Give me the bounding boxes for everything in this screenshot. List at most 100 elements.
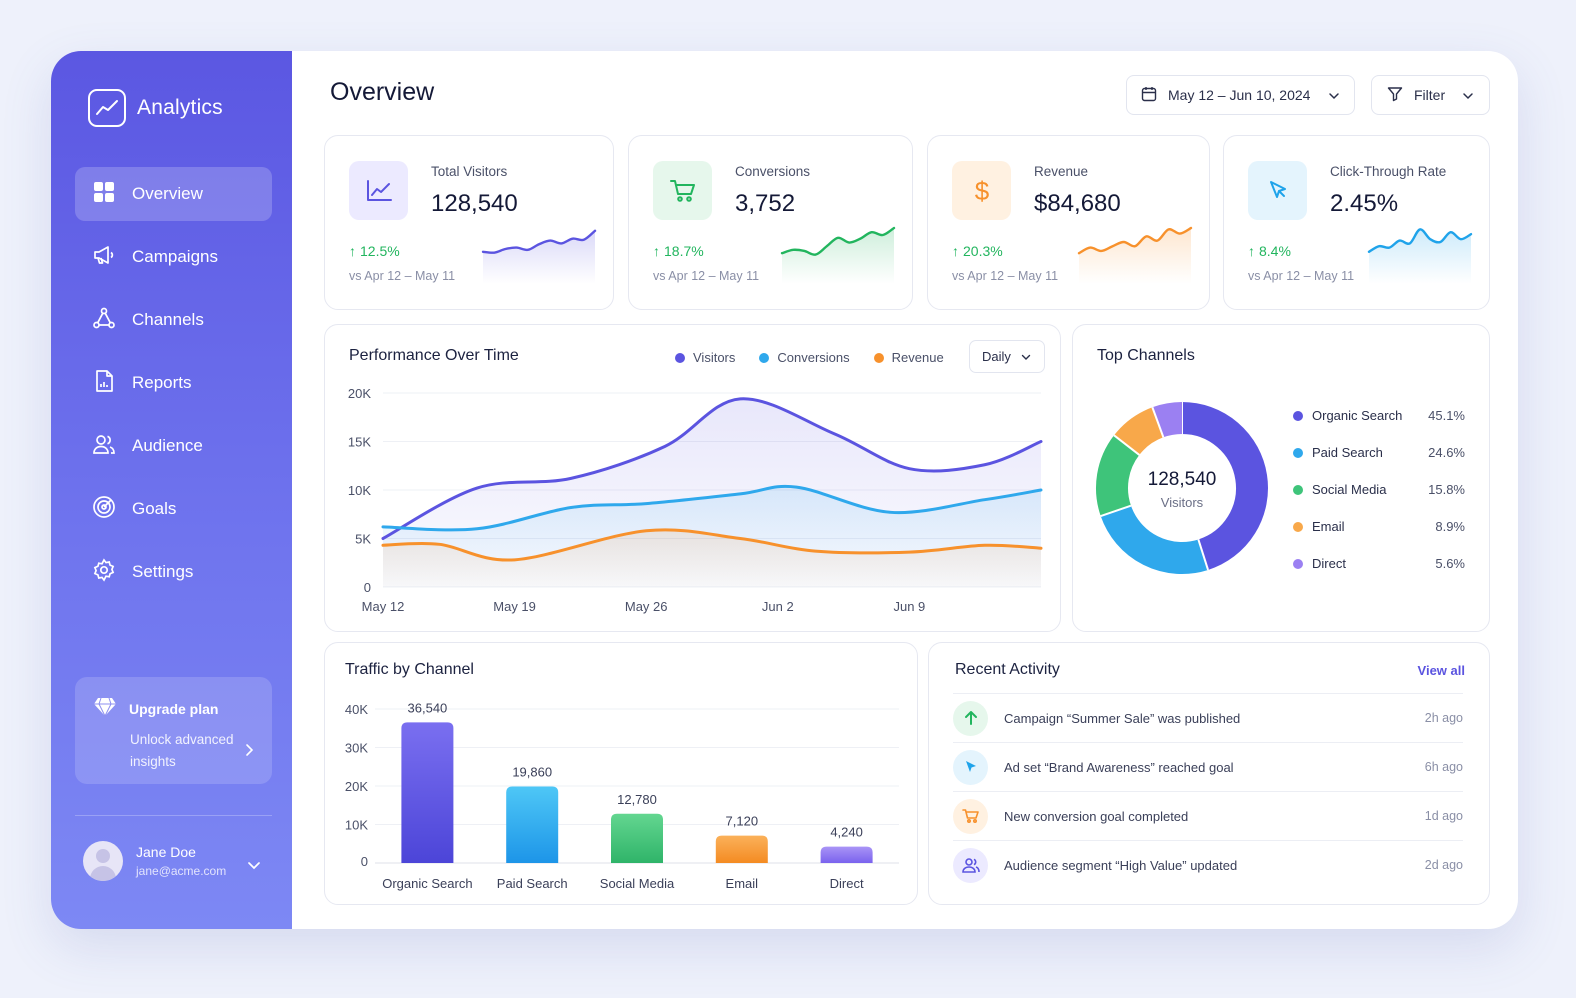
- bar-value-label: 12,780: [617, 792, 657, 807]
- channel-pct: 24.6%: [1428, 445, 1465, 460]
- donut-slice-email: [1114, 407, 1165, 456]
- user-email: jane@acme.com: [136, 864, 227, 878]
- sidebar-item-label: Overview: [132, 184, 203, 203]
- upgrade-title: Upgrade plan: [129, 700, 219, 717]
- channel-row-paid-search[interactable]: Paid Search 24.6%: [1293, 434, 1465, 471]
- gear-icon: [92, 557, 116, 587]
- channels-donut-chart: [1096, 402, 1268, 574]
- x-tick-label: Email: [726, 876, 759, 891]
- kpi-compare: vs Apr 12 – May 11: [653, 269, 760, 283]
- kpi-change: ↑ 18.7%: [653, 243, 704, 259]
- series-line-revenue: [381, 528, 1043, 562]
- legend-label: Conversions: [777, 350, 850, 365]
- sidebar-item-reports[interactable]: Reports: [75, 356, 272, 410]
- activity-time: 1d ago: [1424, 809, 1463, 823]
- sparkline-line: [1367, 228, 1473, 253]
- upgrade-plan-card[interactable]: Upgrade plan Unlock advanced insights: [75, 677, 272, 784]
- y-tick-label: 30K: [345, 741, 368, 756]
- x-tick-label: Organic Search: [382, 876, 472, 891]
- legend-item-revenue[interactable]: Revenue: [873, 350, 944, 365]
- top-channels-card: Top Channels 128,540 Visitors Organic Se…: [1072, 324, 1490, 632]
- interval-select[interactable]: Daily: [969, 340, 1045, 373]
- activity-item[interactable]: New conversion goal completed 1d ago: [953, 791, 1463, 840]
- dollar-icon: $: [952, 161, 1011, 220]
- page-title: Overview: [330, 78, 435, 106]
- user-name: Jane Doe: [136, 844, 196, 860]
- kpi-card-total-visitors[interactable]: Total Visitors 128,540 ↑ 12.5% vs Apr 12 …: [324, 135, 614, 310]
- kpi-label: Total Visitors: [431, 164, 508, 179]
- donut-separator: [1113, 434, 1140, 456]
- filter-icon: [1387, 86, 1403, 105]
- channel-row-social-media[interactable]: Social Media 15.8%: [1293, 471, 1465, 508]
- filter-button[interactable]: Filter: [1371, 75, 1490, 115]
- view-all-link[interactable]: View all: [1417, 663, 1465, 678]
- diamond-icon: [93, 697, 117, 720]
- sidebar: Analytics Overview Campaigns Channels Re…: [51, 51, 292, 929]
- network-icon: [92, 306, 116, 335]
- sidebar-item-campaigns[interactable]: Campaigns: [75, 230, 272, 284]
- chevron-down-icon[interactable]: [247, 857, 261, 875]
- kpi-card-conversions[interactable]: Conversions 3,752 ↑ 18.7% vs Apr 12 – May…: [628, 135, 913, 310]
- y-tick-label: 20K: [348, 386, 371, 401]
- date-range-picker[interactable]: May 12 – Jun 10, 2024: [1126, 75, 1355, 115]
- chevron-right-icon: [244, 743, 254, 762]
- kpi-change: ↑ 8.4%: [1248, 243, 1291, 259]
- card-title: Performance Over Time: [349, 347, 519, 364]
- cursor-icon: [1248, 161, 1307, 220]
- sidebar-item-channels[interactable]: Channels: [75, 293, 272, 347]
- activity-item[interactable]: Campaign “Summer Sale” was published 2h …: [953, 693, 1463, 742]
- cart-icon: [653, 161, 712, 220]
- kpi-change: ↑ 20.3%: [952, 243, 1003, 259]
- arrow-up-icon: [953, 700, 988, 736]
- users-icon: [953, 847, 988, 883]
- y-tick-label: 0: [364, 580, 371, 595]
- kpi-card-revenue[interactable]: $ Revenue $84,680 ↑ 20.3% vs Apr 12 – May…: [927, 135, 1210, 310]
- sidebar-item-overview[interactable]: Overview: [75, 167, 272, 221]
- activity-time: 2d ago: [1424, 858, 1463, 872]
- app-window: Analytics Overview Campaigns Channels Re…: [51, 51, 1518, 929]
- kpi-label: Conversions: [735, 164, 811, 179]
- sidebar-item-audience[interactable]: Audience: [75, 419, 272, 473]
- chevron-down-icon: [1462, 87, 1474, 103]
- sparkline-area: [1369, 229, 1471, 284]
- bar-value-label: 7,120: [726, 814, 759, 829]
- kpi-sparkline: [481, 229, 597, 284]
- date-range-label: May 12 – Jun 10, 2024: [1168, 87, 1311, 103]
- bar-email: [715, 835, 768, 863]
- activity-item[interactable]: Ad set “Brand Awareness” reached goal 6h…: [953, 742, 1463, 791]
- brand-name: Analytics: [137, 96, 223, 119]
- activity-item[interactable]: Audience segment “High Value” updated 2d…: [953, 840, 1463, 889]
- kpi-change-value: 8.4%: [1259, 243, 1291, 259]
- arrow-up-icon: ↑: [952, 243, 959, 259]
- channel-row-email[interactable]: Email 8.9%: [1293, 508, 1465, 545]
- kpi-card-click-through-rate[interactable]: Click-Through Rate 2.45% ↑ 8.4% vs Apr 12…: [1223, 135, 1490, 310]
- sparkline-line: [780, 226, 896, 256]
- recent-activity-card: Recent Activity View all Campaign “Summe…: [928, 642, 1490, 905]
- sidebar-item-settings[interactable]: Settings: [75, 545, 272, 599]
- avatar: [83, 841, 123, 881]
- series-line-visitors: [381, 397, 1043, 540]
- legend-item-visitors[interactable]: Visitors: [675, 350, 735, 365]
- channel-row-direct[interactable]: Direct 5.6%: [1293, 545, 1465, 582]
- legend-item-conversions[interactable]: Conversions: [759, 350, 850, 365]
- donut-slice-paid-search: [1100, 505, 1209, 574]
- arrow-up-icon: ↑: [349, 243, 356, 259]
- x-tick-label: Paid Search: [497, 876, 568, 891]
- sidebar-item-label: Reports: [132, 373, 192, 392]
- sidebar-item-goals[interactable]: Goals: [75, 482, 272, 536]
- user-profile[interactable]: Jane Doe jane@acme.com: [83, 841, 226, 881]
- channel-pct: 45.1%: [1428, 408, 1465, 423]
- y-tick-label: 5K: [355, 532, 371, 547]
- sidebar-item-label: Channels: [132, 310, 204, 329]
- trend-chart-icon: [349, 161, 408, 220]
- channel-row-organic-search[interactable]: Organic Search 45.1%: [1293, 397, 1465, 434]
- activity-time: 2h ago: [1424, 711, 1463, 725]
- bar-paid-search: [506, 786, 559, 863]
- calendar-icon: [1141, 86, 1157, 105]
- channel-pct: 15.8%: [1428, 482, 1465, 497]
- sparkline-area: [1079, 228, 1191, 284]
- brand[interactable]: Analytics: [88, 89, 223, 127]
- card-title: Recent Activity: [955, 661, 1060, 678]
- users-icon: [92, 432, 116, 461]
- x-tick-label: Direct: [830, 876, 864, 891]
